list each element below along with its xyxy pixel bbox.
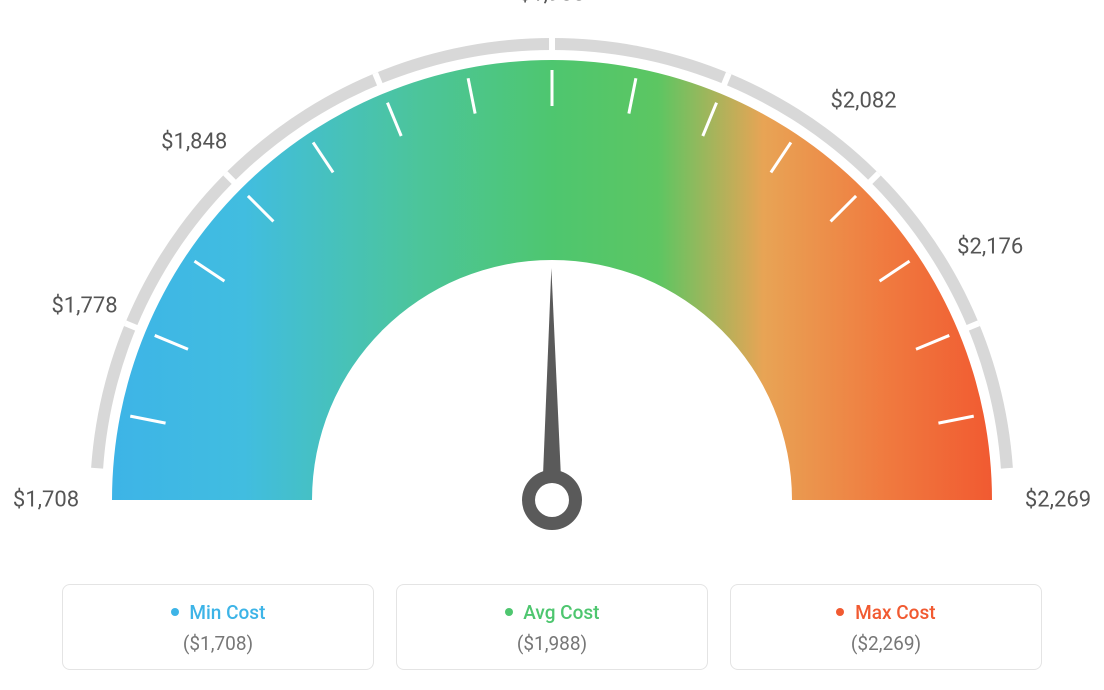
legend-box-max: Max Cost ($2,269) (730, 584, 1042, 670)
legend-value-max: ($2,269) (731, 632, 1041, 655)
legend-row: Min Cost ($1,708) Avg Cost ($1,988) Max … (62, 584, 1042, 670)
gauge-tick-label: $2,082 (830, 89, 896, 114)
gauge-tick-label: $1,848 (161, 130, 227, 155)
legend-box-min: Min Cost ($1,708) (62, 584, 374, 670)
gauge-tick-label: $2,176 (957, 235, 1023, 260)
legend-label-min-text: Min Cost (189, 601, 265, 624)
gauge-tick-label: $2,269 (1025, 488, 1091, 513)
legend-label-max-text: Max Cost (855, 601, 935, 624)
gauge-tick-label: $1,708 (13, 488, 79, 513)
gauge-svg (0, 0, 1104, 560)
legend-label-min: Min Cost (63, 601, 373, 624)
legend-label-avg-text: Avg Cost (523, 601, 599, 624)
legend-dot-min (171, 608, 179, 616)
legend-value-min: ($1,708) (63, 632, 373, 655)
legend-label-avg: Avg Cost (397, 601, 707, 624)
cost-gauge-infographic: $1,708 $1,778 $1,848 $1,988 $2,082 $2,176 $2,2… (0, 0, 1104, 690)
legend-label-max: Max Cost (731, 601, 1041, 624)
gauge-tick-label: $1,988 (519, 0, 585, 7)
legend-box-avg: Avg Cost ($1,988) (396, 584, 708, 670)
legend-dot-avg (505, 608, 513, 616)
legend-value-avg: ($1,988) (397, 632, 707, 655)
gauge-tick-label: $1,778 (51, 294, 117, 319)
gauge-chart: $1,708 $1,778 $1,848 $1,988 $2,082 $2,176 $2,2… (0, 0, 1104, 560)
legend-dot-max (836, 608, 844, 616)
